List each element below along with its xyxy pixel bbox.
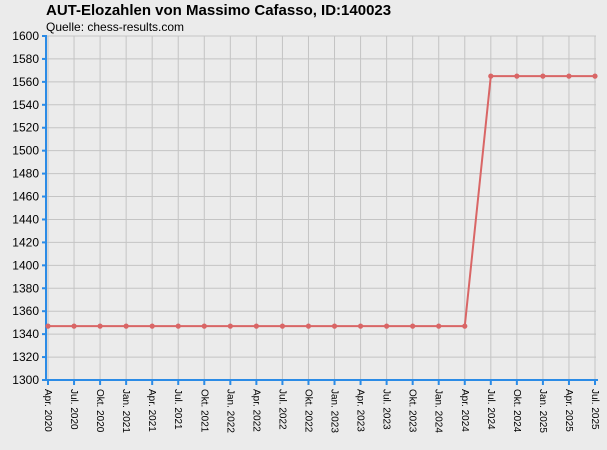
y-tick-label: 1340	[12, 327, 39, 341]
x-tick-label: Jan. 2021	[120, 389, 131, 433]
x-tick-label: Jan. 2024	[433, 389, 444, 433]
y-tick-label: 1580	[12, 52, 39, 66]
y-tick-label: 1560	[12, 75, 39, 89]
chart-title: AUT-Elozahlen von Massimo Cafasso, ID:14…	[46, 2, 392, 19]
chart-subtitle: Quelle: chess-results.com	[46, 20, 185, 34]
data-point	[540, 73, 546, 79]
y-tick-label: 1300	[12, 373, 39, 387]
series-line	[48, 75, 595, 328]
data-point	[462, 323, 468, 329]
x-tick-label: Apr. 2022	[250, 389, 261, 432]
data-point	[201, 323, 207, 329]
y-tick-label: 1320	[12, 350, 39, 364]
axes	[45, 35, 598, 381]
x-tick-label: Apr. 2024	[459, 389, 470, 432]
data-point	[357, 323, 364, 329]
x-tick-label: Jan. 2023	[329, 389, 340, 433]
x-tick-label: Jul. 2020	[68, 389, 79, 430]
plot-area	[46, 36, 596, 380]
x-tick-label: Jul. 2021	[172, 389, 183, 430]
data-point	[331, 323, 338, 329]
data-point	[97, 323, 103, 329]
x-tick-label: Okt. 2022	[302, 389, 313, 433]
x-tick-label: Jan. 2025	[537, 389, 548, 433]
x-tick-label: Apr. 2020	[42, 389, 53, 432]
data-point	[436, 323, 442, 329]
data-point	[305, 323, 312, 329]
y-tick-label: 1380	[12, 281, 39, 295]
x-tick-label: Jul. 2023	[381, 389, 392, 430]
x-tick-label: Apr. 2021	[146, 389, 157, 432]
data-point	[175, 323, 181, 329]
x-tick-label: Apr. 2025	[563, 389, 574, 432]
x-axis-ticks: Apr. 2020 Jul. 2020 Okt. 2020 Jan. 2021 Apr.…	[42, 380, 600, 433]
x-tick-label: Jul. 2025	[589, 389, 600, 430]
data-point	[384, 323, 390, 329]
data-point	[253, 323, 259, 329]
data-point	[123, 323, 129, 329]
data-point	[279, 323, 286, 329]
y-tick-label: 1440	[12, 212, 39, 226]
x-tick-label: Okt. 2020	[94, 389, 105, 433]
y-tick-label: 1480	[12, 167, 39, 181]
data-point	[45, 323, 51, 329]
data-point	[71, 323, 77, 329]
y-tick-label: 1360	[12, 304, 39, 318]
x-tick-label: Apr. 2023	[355, 389, 366, 432]
y-tick-label: 1400	[12, 258, 39, 272]
series	[45, 73, 598, 329]
data-point	[488, 73, 494, 79]
y-tick-label: 1520	[12, 121, 39, 135]
y-tick-label: 1500	[12, 144, 39, 158]
data-point	[149, 323, 155, 329]
data-point	[410, 323, 416, 329]
y-tick-label: 1420	[12, 235, 39, 249]
y-axis-ticks: 1300 1320 1340 1360 1380 1400 1420 1440 1460 1480…	[12, 29, 46, 387]
x-tick-label: Okt. 2021	[198, 389, 209, 433]
x-tick-label: Okt. 2023	[407, 389, 418, 433]
x-tick-label: Okt. 2024	[511, 389, 522, 433]
data-point	[566, 73, 572, 79]
x-tick-label: Jul. 2022	[276, 389, 287, 430]
grid-lines	[46, 35, 596, 381]
y-tick-label: 1540	[12, 98, 39, 112]
data-point	[227, 323, 233, 329]
y-tick-label: 1600	[12, 29, 39, 43]
x-tick-label: Jan. 2022	[224, 389, 235, 433]
data-point	[592, 73, 598, 79]
data-point	[514, 73, 520, 79]
x-tick-label: Jul. 2024	[485, 389, 496, 430]
y-tick-label: 1460	[12, 190, 39, 204]
